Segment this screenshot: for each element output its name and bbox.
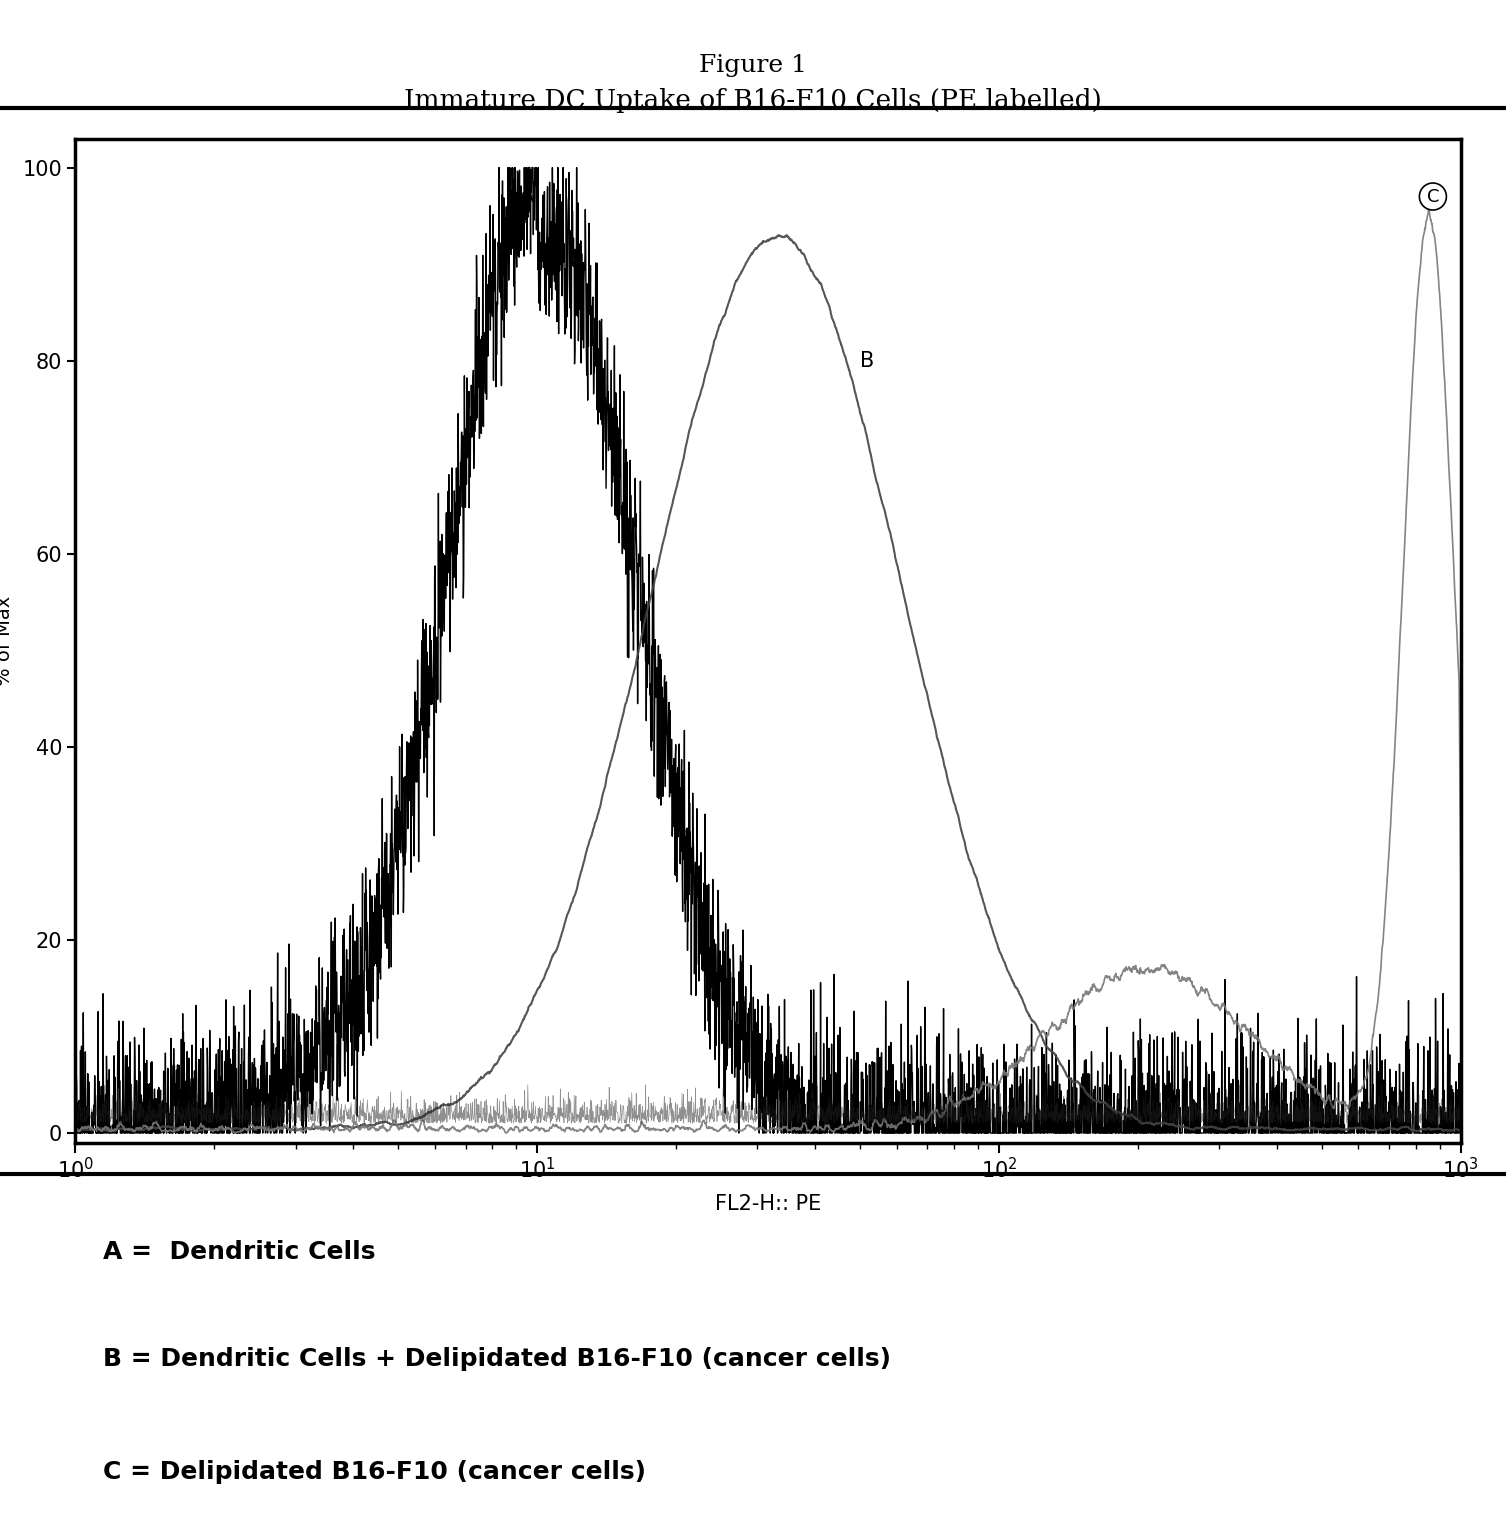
Text: A: A <box>520 186 535 206</box>
Text: Figure 1: Figure 1 <box>699 54 807 77</box>
Text: Immature DC Uptake of B16-F10 Cells (PE labelled): Immature DC Uptake of B16-F10 Cells (PE … <box>404 88 1102 112</box>
Text: B = Dendritic Cells + Delipidated B16-F10 (cancer cells): B = Dendritic Cells + Delipidated B16-F1… <box>102 1346 892 1371</box>
Text: B: B <box>860 351 873 371</box>
Y-axis label: % of Max: % of Max <box>0 596 14 685</box>
X-axis label: FL2-H:: PE: FL2-H:: PE <box>715 1194 821 1214</box>
Text: C: C <box>1426 188 1440 205</box>
Text: C = Delipidated B16-F10 (cancer cells): C = Delipidated B16-F10 (cancer cells) <box>102 1460 646 1483</box>
Text: A =  Dendritic Cells: A = Dendritic Cells <box>102 1240 375 1264</box>
